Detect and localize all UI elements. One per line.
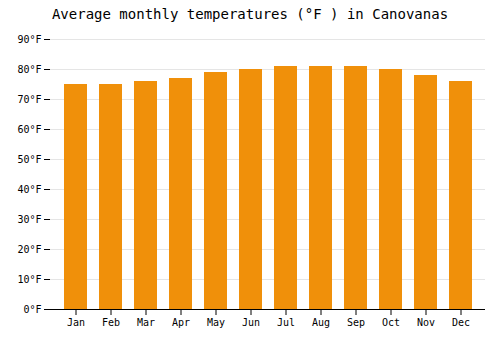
svg-text:80°F: 80°F: [17, 64, 41, 75]
svg-text:0°F: 0°F: [23, 304, 41, 315]
svg-text:Jul: Jul: [277, 317, 295, 328]
svg-text:Aug: Aug: [312, 317, 330, 328]
svg-text:20°F: 20°F: [17, 244, 41, 255]
svg-text:Sep: Sep: [347, 317, 365, 328]
svg-text:50°F: 50°F: [17, 154, 41, 165]
svg-text:10°F: 10°F: [17, 274, 41, 285]
svg-text:Feb: Feb: [102, 317, 120, 328]
svg-text:Oct: Oct: [382, 317, 400, 328]
svg-text:Mar: Mar: [137, 317, 155, 328]
svg-text:May: May: [207, 317, 225, 328]
svg-text:Jun: Jun: [242, 317, 260, 328]
html-text:Average monthly temperatures (: Average monthly temperatures (°F ) in Ca…: [51, 6, 449, 22]
svg-text:Apr: Apr: [172, 317, 190, 328]
svg-text:Dec: Dec: [452, 317, 470, 328]
svg-text:Nov: Nov: [417, 317, 435, 328]
svg-text:30°F: 30°F: [17, 214, 41, 225]
svg-text:40°F: 40°F: [17, 184, 41, 195]
svg-text:90°F: 90°F: [17, 34, 41, 45]
svg-text:70°F: 70°F: [17, 94, 41, 105]
svg-text:Jan: Jan: [67, 317, 85, 328]
svg-text:60°F: 60°F: [17, 124, 41, 135]
